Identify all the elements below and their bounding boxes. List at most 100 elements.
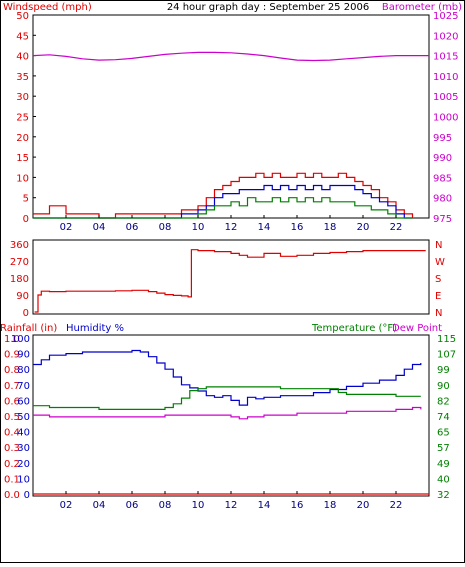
humidity-tick-label: 50 bbox=[17, 412, 30, 423]
direction-series bbox=[34, 249, 426, 313]
windspeed-tick-label: 25 bbox=[16, 113, 29, 124]
windspeed-tick-label: 5 bbox=[23, 194, 29, 205]
x-tick-label: 20 bbox=[357, 500, 370, 511]
rainfall-tick-label: 0.6 bbox=[4, 396, 20, 407]
barometer-tick-label: 985 bbox=[433, 173, 452, 184]
windspeed-tick-label: 50 bbox=[16, 11, 29, 22]
temperature-tick-label: 107 bbox=[437, 350, 456, 361]
temperature-tick-label: 40 bbox=[437, 474, 450, 485]
rainfall-tick-label: 0.3 bbox=[4, 443, 20, 454]
windspeed-tick-label: 10 bbox=[16, 173, 29, 184]
barometer-tick-labels: 975 980 985 990 995 1000 1005 1010 1015 1020 1025 bbox=[433, 11, 458, 225]
temperature-tick-label: 115 bbox=[437, 334, 456, 345]
rainfall-tick-label: 0.8 bbox=[4, 365, 20, 376]
temperature-tick-label: 32 bbox=[437, 490, 450, 501]
x-tick-label: 06 bbox=[126, 222, 139, 233]
x-tick-label: 14 bbox=[258, 500, 271, 511]
windspeed-tick-labels: 0 5 10 15 20 25 30 35 40 45 50 bbox=[16, 11, 36, 225]
humidity-tick-label: 90 bbox=[17, 350, 30, 361]
barometer-tick-label: 975 bbox=[433, 214, 452, 225]
temperature-tick-label: 90 bbox=[437, 381, 450, 392]
x-tick-label: 04 bbox=[93, 222, 106, 233]
rainfall-axis-label: Rainfall (in) bbox=[0, 323, 57, 334]
x-tick-label: 04 bbox=[93, 500, 106, 511]
temperature-axis-label: Temperature (°F) bbox=[311, 323, 397, 334]
humidity-tick-labels: 0 10 20 30 40 50 60 70 80 90 100 bbox=[11, 334, 30, 501]
x-tick-label: 12 bbox=[225, 222, 238, 233]
humidity-tick-label: 60 bbox=[17, 396, 30, 407]
humidity-tick-label: 0 bbox=[24, 490, 30, 501]
windspeed-tick-label: 0 bbox=[23, 214, 29, 225]
climate-x-tick-labels: 02 04 06 08 10 12 14 16 18 20 22 bbox=[60, 491, 402, 511]
windspeed-tick-label: 30 bbox=[16, 92, 29, 103]
temperature-tick-label: 82 bbox=[437, 396, 450, 407]
direction-degree-tick-label: 180 bbox=[10, 274, 29, 285]
windspeed-tick-label: 40 bbox=[16, 52, 29, 63]
rainfall-tick-label: 0.2 bbox=[4, 459, 20, 470]
humidity-tick-label: 30 bbox=[17, 443, 30, 454]
x-tick-label: 14 bbox=[258, 222, 271, 233]
windspeed-tick-label: 35 bbox=[16, 72, 29, 83]
direction-degree-tick-label: 360 bbox=[10, 240, 29, 251]
barometer-tick-label: 1020 bbox=[433, 31, 458, 42]
temperature-tick-label: 65 bbox=[437, 428, 450, 439]
dew-point-axis-label: Dew Point bbox=[392, 323, 442, 334]
barometer-tick-label: 1025 bbox=[433, 11, 458, 22]
magenta-series-line bbox=[32, 51, 429, 62]
windspeed-tick-label: 45 bbox=[16, 31, 29, 42]
direction-compass-tick-label: E bbox=[435, 291, 441, 302]
humidity-tick-label: 80 bbox=[17, 365, 30, 376]
windspeed-axis-label: Windspeed (mph) bbox=[3, 2, 92, 13]
direction-compass-tick-label: W bbox=[435, 257, 445, 268]
barometer-tick-label: 995 bbox=[433, 133, 452, 144]
temperature-tick-label: 99 bbox=[437, 365, 450, 376]
green-series-line bbox=[33, 386, 421, 410]
humidity-tick-label: 40 bbox=[17, 428, 30, 439]
x-tick-label: 10 bbox=[192, 500, 205, 511]
rainfall-tick-label: 0.1 bbox=[4, 474, 20, 485]
x-tick-label: 08 bbox=[159, 222, 172, 233]
temperature-tick-labels: 32 40 49 57 65 74 82 90 99 107 115 bbox=[437, 334, 456, 501]
x-tick-label: 08 bbox=[159, 500, 172, 511]
x-tick-label: 06 bbox=[126, 500, 139, 511]
wind-series bbox=[32, 51, 429, 219]
humidity-tick-label: 70 bbox=[17, 381, 30, 392]
barometer-tick-label: 1005 bbox=[433, 92, 458, 103]
rainfall-tick-label: 0.4 bbox=[4, 428, 20, 439]
temperature-tick-label: 49 bbox=[437, 459, 450, 470]
green-series-line bbox=[33, 197, 413, 219]
x-tick-label: 10 bbox=[192, 222, 205, 233]
humidity-tick-label: 20 bbox=[17, 459, 30, 470]
humidity-tick-label: 10 bbox=[17, 474, 30, 485]
red-series-line bbox=[33, 172, 414, 219]
wind-direction-line bbox=[34, 249, 426, 313]
x-tick-label: 18 bbox=[324, 222, 337, 233]
barometer-tick-label: 1010 bbox=[433, 72, 458, 83]
barometer-tick-label: 1015 bbox=[433, 52, 458, 63]
direction-degree-tick-labels: 0 90 180 270 360 bbox=[10, 240, 29, 319]
wind-plot-frame bbox=[32, 14, 430, 219]
barometer-axis-label: Barometer (mb) bbox=[382, 2, 462, 13]
rainfall-tick-label: 0.5 bbox=[4, 412, 20, 423]
direction-degree-tick-label: 0 bbox=[23, 308, 29, 319]
humidity-tick-label: 100 bbox=[11, 334, 30, 345]
rainfall-tick-label: 0.7 bbox=[4, 381, 20, 392]
x-tick-label: 02 bbox=[60, 222, 73, 233]
windspeed-tick-label: 15 bbox=[16, 153, 29, 164]
x-tick-label: 02 bbox=[60, 500, 73, 511]
barometer-tick-label: 980 bbox=[433, 194, 452, 205]
graph-title: 24 hour graph day : September 25 2006 bbox=[167, 2, 369, 13]
wind-x-tick-labels: 02 04 06 08 10 12 14 16 18 20 22 bbox=[60, 215, 402, 233]
rainfall-tick-labels: 0.0 0.1 0.2 0.3 0.4 0.5 0.6 0.7 0.8 0.9 1.0 bbox=[4, 334, 20, 501]
humidity-axis-label: Humidity % bbox=[66, 323, 124, 334]
direction-degree-tick-label: 270 bbox=[10, 257, 29, 268]
rainfall-tick-label: 1.0 bbox=[4, 334, 20, 345]
x-tick-label: 16 bbox=[291, 500, 304, 511]
temperature-tick-label: 74 bbox=[437, 412, 450, 423]
x-tick-label: 12 bbox=[225, 500, 238, 511]
direction-compass-tick-label: N bbox=[435, 308, 442, 319]
direction-degree-tick-label: 90 bbox=[16, 291, 29, 302]
